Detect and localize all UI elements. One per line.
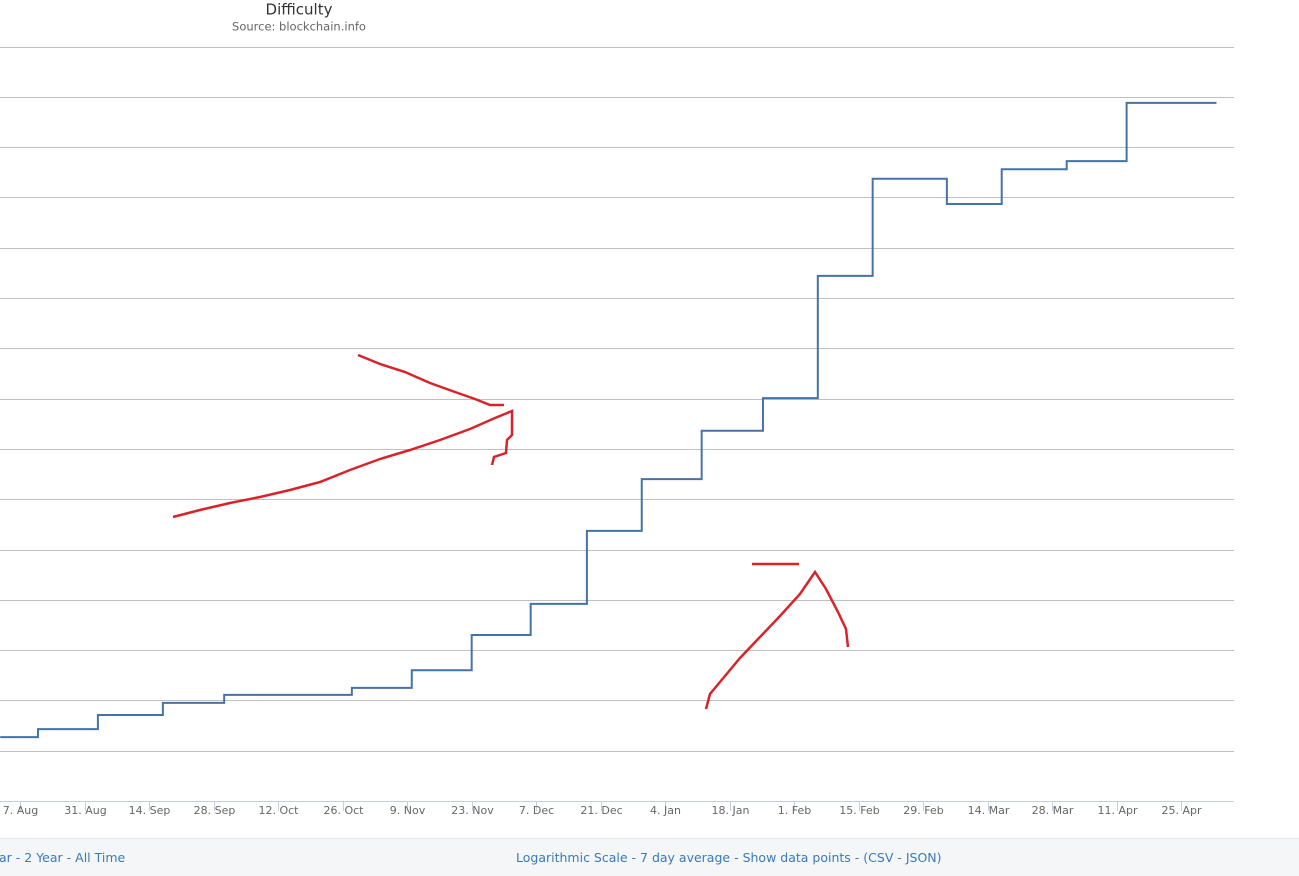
- x-tick-label: 28. Mar: [1032, 804, 1074, 817]
- x-tick-label: 7. Dec: [519, 804, 554, 817]
- x-tick-label: 12. Oct: [258, 804, 299, 817]
- annotations: [172, 353, 850, 710]
- x-tick-label: 14. Sep: [129, 804, 171, 817]
- x-tick-label: 14. Mar: [968, 804, 1010, 817]
- x-tick-label: 18. Jan: [712, 804, 750, 817]
- scribble: [704, 569, 850, 710]
- x-tick-label: 11. Apr: [1097, 804, 1137, 817]
- x-tick-label: 9. Nov: [390, 804, 426, 817]
- x-tick-label: 23. Nov: [451, 804, 494, 817]
- footer: ar - 2 Year - All Time Logarithmic Scale…: [0, 838, 1299, 876]
- chart: Difficulty Source: blockchain.info 7. Au…: [0, 1, 1234, 817]
- x-tick-label: 29. Feb: [903, 804, 943, 817]
- x-tick-label: 4. Jan: [650, 804, 681, 817]
- chart-subtitle: Source: blockchain.info: [232, 20, 366, 34]
- data-line: [0, 101, 1217, 739]
- footer-left: ar - 2 Year - All Time: [0, 850, 125, 865]
- x-tick-label: 1. Feb: [778, 804, 811, 817]
- separator: -: [850, 850, 864, 865]
- x-tick-label: 7. Aug: [3, 804, 38, 817]
- separator: -: [62, 850, 76, 865]
- scribble: [172, 409, 514, 519]
- separator: -: [11, 850, 25, 865]
- x-tick-label: 26. Oct: [323, 804, 364, 817]
- footer-link[interactable]: Logarithmic Scale: [516, 850, 628, 865]
- chart-title: Difficulty: [266, 1, 333, 19]
- x-tick-label: 28. Sep: [194, 804, 236, 817]
- footer-link[interactable]: ar: [0, 850, 12, 865]
- x-tick-label: 21. Dec: [580, 804, 622, 817]
- footer-link[interactable]: (CSV - JSON): [863, 850, 942, 865]
- footer-link[interactable]: Show data points: [742, 850, 851, 865]
- separator: -: [627, 850, 641, 865]
- footer-link[interactable]: All Time: [75, 850, 126, 865]
- separator: -: [730, 850, 743, 865]
- footer-link[interactable]: 7 day average: [640, 850, 731, 865]
- x-tick-label: 15. Feb: [839, 804, 879, 817]
- x-tick-label: 31. Aug: [64, 804, 106, 817]
- footer-right: Logarithmic Scale - 7 day average - Show…: [516, 850, 942, 865]
- scribble: [357, 353, 504, 407]
- footer-link[interactable]: 2 Year: [24, 850, 63, 865]
- x-tick-label: 25. Apr: [1161, 804, 1201, 817]
